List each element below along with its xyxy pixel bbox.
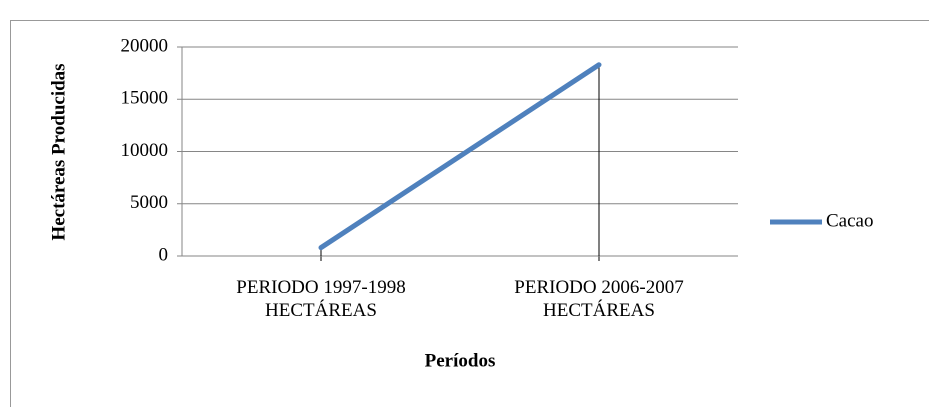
series-line [318,62,602,251]
y-tick-label: 5000 [130,192,168,213]
x-tick-label: PERIODO 1997-1998 HECTÁREAS [236,277,406,321]
y-tick-label: 15000 [121,88,169,109]
x-axis-label: Períodos [425,350,496,371]
y-axis-label: Hectáreas Producidas [48,63,69,240]
y-tick-label: 0 [159,244,169,265]
chart-border [10,20,929,407]
y-tick-label: 10000 [121,140,169,161]
y-tick-label: 20000 [121,35,169,56]
legend-label: Cacao [826,210,873,231]
x-tick-label: PERIODO 2006-2007 HECTÁREAS [514,277,684,321]
